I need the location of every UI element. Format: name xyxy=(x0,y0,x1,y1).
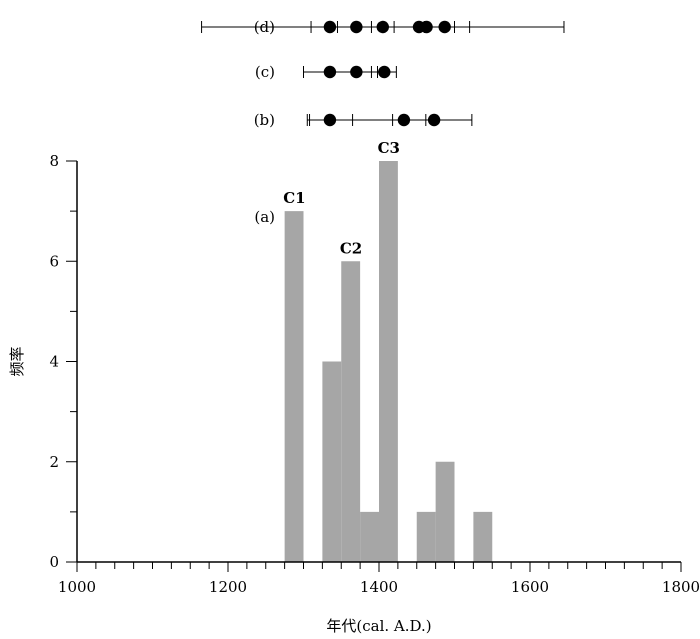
y-tick-label-4: 8 xyxy=(49,152,59,170)
x-axis-ticks: 1000 1200 1400 1600 1800 xyxy=(58,562,700,596)
interval-point-2 xyxy=(376,20,389,34)
y-tick-label-1: 2 xyxy=(49,453,59,471)
interval-row-label: (b) xyxy=(254,111,275,129)
annotation-c3: C3 xyxy=(378,139,400,157)
interval-row-2: (b) xyxy=(254,111,473,129)
x-tick-label-4: 1800 xyxy=(662,578,700,596)
bar-annotations: C1 C2 C3 xyxy=(283,139,400,257)
interval-point-0 xyxy=(323,20,337,34)
panel-a-label: (a) xyxy=(254,208,275,226)
bar-7 xyxy=(473,511,493,562)
x-tick-label-0: 1000 xyxy=(58,578,96,596)
interval-point-1 xyxy=(397,113,411,127)
interval-rows: (d) (c) (b) xyxy=(201,18,565,129)
interval-point-0 xyxy=(323,65,337,79)
bar-2 xyxy=(341,261,361,562)
interval-row-label: (c) xyxy=(255,63,275,81)
x-tick-label-3: 1600 xyxy=(511,578,549,596)
histogram-bars xyxy=(284,161,493,562)
bar-3 xyxy=(360,511,379,562)
interval-point-5 xyxy=(438,20,451,34)
x-tick-label-2: 1400 xyxy=(360,578,398,596)
x-tick-label-1: 1200 xyxy=(209,578,247,596)
interval-point-2 xyxy=(427,113,441,127)
interval-row-label: (d) xyxy=(254,18,275,36)
y-tick-label-2: 4 xyxy=(49,353,59,371)
y-axis-ticks: 0 2 4 6 8 xyxy=(49,152,77,571)
bar-4 xyxy=(379,161,398,562)
annotation-c1: C1 xyxy=(283,189,305,207)
y-tick-label-3: 6 xyxy=(49,252,59,270)
bar-5 xyxy=(416,511,436,562)
bar-1 xyxy=(322,361,342,562)
interval-point-1 xyxy=(350,20,363,34)
interval-point-4 xyxy=(420,20,433,34)
interval-point-0 xyxy=(323,113,337,127)
x-axis-title: 年代(cal. A.D.) xyxy=(326,617,431,635)
interval-point-1 xyxy=(350,65,363,79)
bar-0 xyxy=(284,211,304,562)
bar-6 xyxy=(435,461,455,562)
y-axis-title: 频率 xyxy=(8,346,26,376)
y-tick-label-0: 0 xyxy=(49,553,59,571)
annotation-c2: C2 xyxy=(340,239,362,257)
interval-row-1: (c) xyxy=(255,63,397,81)
interval-row-0: (d) xyxy=(201,18,565,36)
interval-point-2 xyxy=(378,65,391,79)
